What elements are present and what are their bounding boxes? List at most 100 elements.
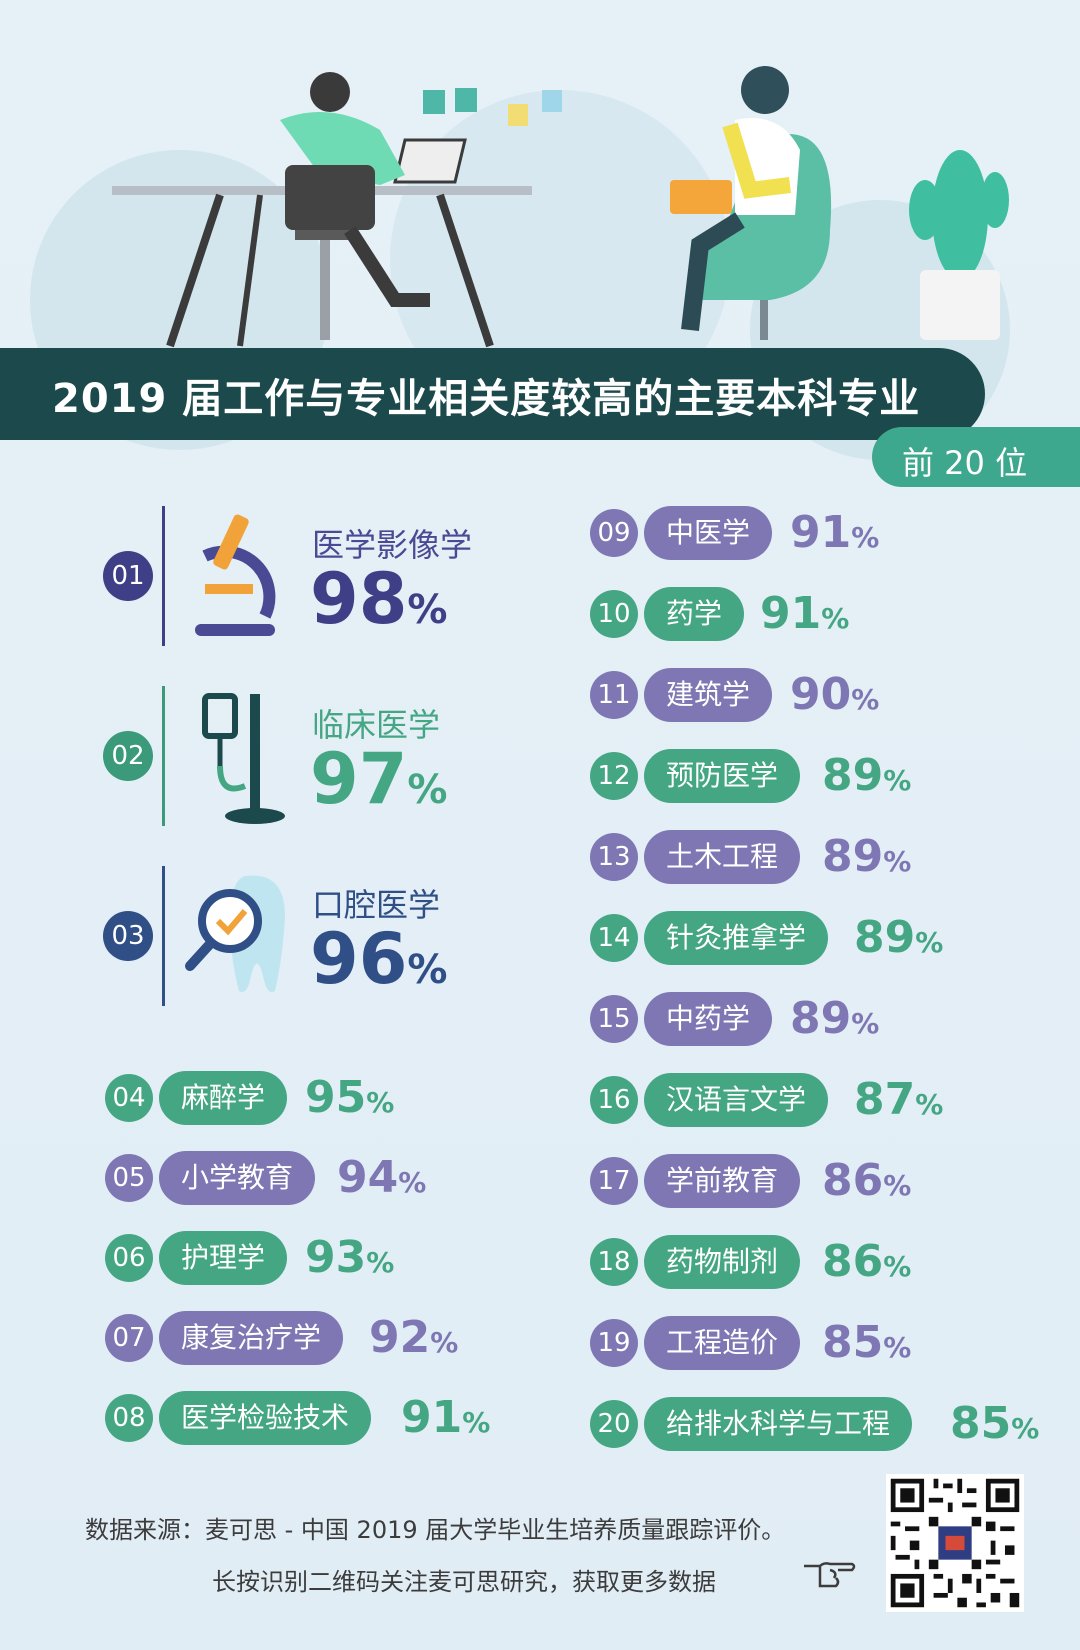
major-percent: 96% xyxy=(310,918,448,1000)
percent-symbol: % xyxy=(366,1086,395,1119)
rank-badge: 05 xyxy=(105,1154,153,1202)
percent-value: 85 xyxy=(822,1317,884,1368)
major-pill: 康复治疗学 xyxy=(159,1311,344,1365)
major-pill: 工程造价 xyxy=(644,1316,801,1370)
major-pill: 药学 xyxy=(644,587,745,641)
percent-value: 91 xyxy=(760,588,822,639)
call-to-action: 长按识别二维码关注麦可思研究，获取更多数据 xyxy=(212,1568,716,1596)
major-percent: 86% xyxy=(822,1154,911,1217)
percent-value: 95 xyxy=(305,1072,367,1123)
percent-value: 86 xyxy=(822,1236,884,1287)
top-item-1: 01 医学影像学 98% xyxy=(100,506,500,646)
percent-value: 90 xyxy=(790,669,852,720)
major-pill: 土木工程 xyxy=(644,830,801,884)
top-item-3: 03 口腔医学 96% xyxy=(100,866,500,1006)
divider xyxy=(162,866,165,1006)
major-pill: 麻醉学 xyxy=(159,1071,288,1125)
percent-symbol: % xyxy=(366,1246,395,1279)
major-pill: 小学教育 xyxy=(159,1151,316,1205)
major-pill: 中医学 xyxy=(644,506,773,560)
percent-symbol: % xyxy=(821,602,850,635)
major-percent: 85% xyxy=(822,1316,911,1379)
percent-symbol: % xyxy=(883,1331,912,1364)
percent-value: 98 xyxy=(310,558,408,640)
chair-back xyxy=(285,165,375,230)
percent-symbol: % xyxy=(883,1250,912,1283)
percent-symbol: % xyxy=(407,767,448,813)
percent-symbol: % xyxy=(883,764,912,797)
desk-leg xyxy=(436,193,494,348)
major-pill: 医学检验技术 xyxy=(159,1391,372,1445)
major-percent: 98% xyxy=(310,558,448,640)
major-percent: 89% xyxy=(822,749,911,812)
sticky-note xyxy=(455,88,477,112)
laptop xyxy=(670,180,732,214)
desk-leg xyxy=(237,194,263,347)
major-name: 临床医学 xyxy=(312,706,441,744)
major-percent: 91% xyxy=(760,587,849,650)
rank-badge: 02 xyxy=(103,731,153,781)
person-leg xyxy=(681,212,745,332)
percent-value: 87 xyxy=(854,1074,916,1125)
divider xyxy=(162,506,165,646)
percent-symbol: % xyxy=(407,947,448,993)
percent-symbol: % xyxy=(883,845,912,878)
major-percent: 89% xyxy=(822,830,911,893)
page-title: 2019 届工作与专业相关度较高的主要本科专业 xyxy=(52,376,921,422)
sticky-note xyxy=(542,90,562,112)
major-name: 口腔医学 xyxy=(312,886,441,924)
rank-badge: 13 xyxy=(590,833,638,881)
major-percent: 89% xyxy=(854,911,943,974)
person-torso xyxy=(280,112,405,185)
rank-badge: 20 xyxy=(590,1400,638,1448)
major-percent: 94% xyxy=(337,1151,426,1214)
chair-stem xyxy=(760,300,768,340)
percent-symbol: % xyxy=(1011,1412,1040,1445)
rank-badge: 15 xyxy=(590,995,638,1043)
major-pill: 针灸推拿学 xyxy=(644,911,829,965)
percent-symbol: % xyxy=(851,1007,880,1040)
percent-value: 86 xyxy=(822,1155,884,1206)
major-percent: 91% xyxy=(401,1391,490,1454)
percent-symbol: % xyxy=(915,1088,944,1121)
percent-value: 89 xyxy=(822,831,884,882)
percent-symbol: % xyxy=(851,521,880,554)
major-percent: 97% xyxy=(310,738,448,820)
major-pill: 建筑学 xyxy=(644,668,773,722)
rank-badge: 14 xyxy=(590,914,638,962)
cactus-icon xyxy=(932,150,988,280)
bg-blob xyxy=(390,90,730,430)
rank-badge: 19 xyxy=(590,1319,638,1367)
rank-badge: 03 xyxy=(103,911,153,961)
percent-value: 93 xyxy=(305,1232,367,1283)
plant-pot xyxy=(920,270,1000,340)
subtitle-pill: 前 20 位 xyxy=(872,427,1080,487)
percent-value: 96 xyxy=(310,918,408,1000)
qr-code[interactable] xyxy=(886,1474,1024,1612)
chair-stem xyxy=(320,240,330,340)
percent-value: 89 xyxy=(822,750,884,801)
rank-badge: 01 xyxy=(103,551,153,601)
major-pill: 给排水科学与工程 xyxy=(644,1397,913,1451)
divider xyxy=(162,686,165,826)
page-subtitle: 前 20 位 xyxy=(902,444,1028,482)
rank-badge: 18 xyxy=(590,1238,638,1286)
sticky-note xyxy=(508,104,528,126)
rank-badge: 04 xyxy=(105,1074,153,1122)
major-percent: 95% xyxy=(305,1071,394,1134)
percent-symbol: % xyxy=(398,1166,427,1199)
percent-value: 91 xyxy=(401,1392,463,1443)
rank-badge: 08 xyxy=(105,1394,153,1442)
major-pill: 预防医学 xyxy=(644,749,801,803)
major-pill: 学前教育 xyxy=(644,1154,801,1208)
percent-symbol: % xyxy=(462,1406,491,1439)
major-pill: 护理学 xyxy=(159,1231,288,1285)
percent-value: 91 xyxy=(790,507,852,558)
rank-badge: 10 xyxy=(590,590,638,638)
major-percent: 85% xyxy=(950,1397,1039,1460)
percent-value: 89 xyxy=(790,993,852,1044)
title-band: 2019 届工作与专业相关度较高的主要本科专业 xyxy=(0,348,985,440)
person-head xyxy=(310,72,350,112)
percent-value: 89 xyxy=(854,912,916,963)
major-percent: 89% xyxy=(790,992,879,1055)
